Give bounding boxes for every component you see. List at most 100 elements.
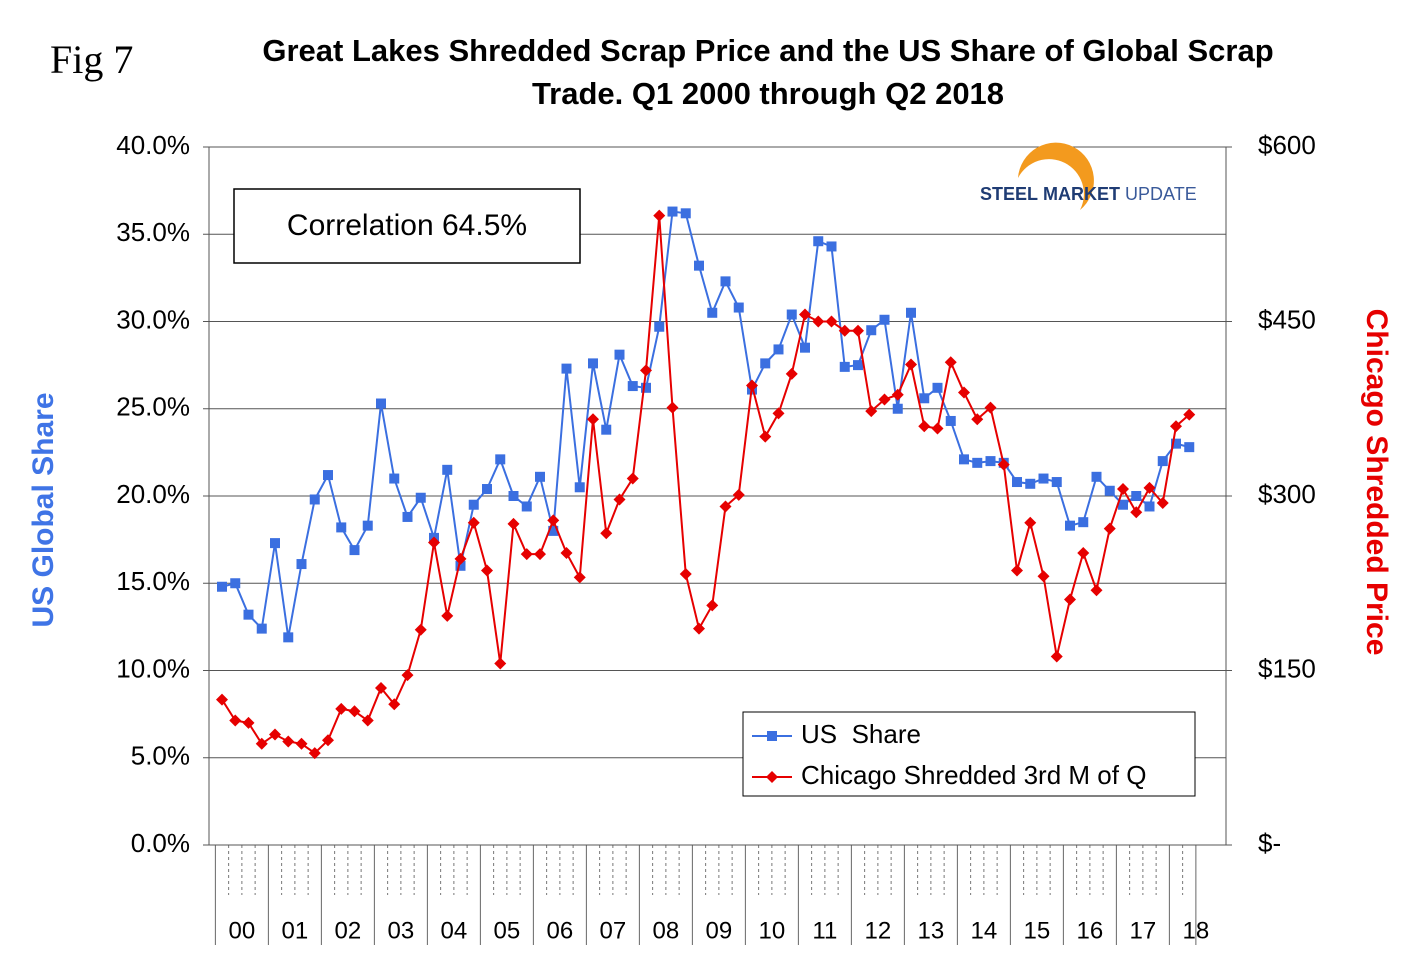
x-tick-label: 03 <box>388 917 415 944</box>
x-tick-label: 06 <box>547 917 574 944</box>
figure-label: Fig 7 <box>50 37 133 82</box>
point <box>866 325 877 336</box>
point <box>838 324 851 337</box>
point <box>640 364 652 377</box>
point <box>627 381 638 392</box>
point <box>879 314 890 325</box>
point <box>732 488 745 501</box>
point <box>388 698 401 711</box>
point <box>1051 477 1062 488</box>
point <box>654 321 665 332</box>
point <box>666 401 679 414</box>
legend-box <box>742 711 1196 797</box>
point <box>825 315 838 328</box>
point <box>865 405 878 418</box>
x-tick-label: 14 <box>971 917 998 944</box>
point <box>1024 516 1037 529</box>
point <box>839 361 850 372</box>
point <box>1117 483 1129 496</box>
point <box>1038 473 1049 484</box>
point <box>1144 501 1155 512</box>
point <box>772 407 785 420</box>
chart-title: Great Lakes Shredded Scrap Price and the… <box>262 33 1273 68</box>
point <box>376 398 386 409</box>
y-tick-label: 20.0% <box>116 479 190 509</box>
point <box>878 393 891 406</box>
point <box>759 430 772 443</box>
point <box>295 737 308 750</box>
y2-tick-label: $300 <box>1258 479 1316 509</box>
annotation: Correlation 64.5% <box>287 209 527 242</box>
point <box>467 516 480 529</box>
point <box>891 388 904 401</box>
point <box>601 424 612 435</box>
y2-tick-label: $- <box>1258 828 1281 858</box>
legend-marker <box>766 771 778 783</box>
point <box>229 714 242 727</box>
point <box>812 315 825 328</box>
y-tick-label: 25.0% <box>116 392 190 422</box>
point <box>495 454 506 465</box>
point <box>707 307 718 318</box>
point <box>574 482 585 493</box>
point <box>242 716 255 729</box>
chart-title: Trade. Q1 2000 through Q2 2018 <box>532 76 1004 111</box>
logo-text: STEEL MARKET UPDATE <box>980 184 1197 204</box>
point <box>521 501 532 512</box>
point <box>853 360 863 371</box>
point <box>1131 491 1142 501</box>
y-tick-label: 15.0% <box>116 566 190 596</box>
point <box>441 609 454 622</box>
point <box>1184 442 1195 453</box>
x-tick-label: 15 <box>1024 917 1051 944</box>
point <box>959 454 969 465</box>
point <box>573 571 586 584</box>
point <box>1091 471 1102 482</box>
point <box>1103 522 1116 535</box>
y-tick-label: 5.0% <box>131 741 190 771</box>
point <box>760 358 771 369</box>
point <box>785 367 798 380</box>
point <box>1130 506 1143 519</box>
point <box>362 520 373 531</box>
point <box>826 241 837 252</box>
point <box>508 491 519 501</box>
y2-tick-label: $450 <box>1258 304 1316 334</box>
point <box>733 302 744 313</box>
point <box>309 494 320 505</box>
legend-marker <box>767 731 777 741</box>
point <box>375 681 387 694</box>
point <box>719 500 732 513</box>
x-tick-label: 13 <box>918 917 945 944</box>
point <box>1170 420 1182 433</box>
point <box>560 547 573 560</box>
point <box>1118 499 1128 510</box>
point <box>230 578 241 589</box>
point <box>600 527 613 540</box>
point <box>945 415 956 426</box>
point <box>216 693 228 706</box>
point <box>971 413 984 426</box>
point <box>799 308 811 321</box>
point <box>720 276 731 287</box>
y-tick-label: 10.0% <box>116 653 190 683</box>
point <box>507 517 520 530</box>
point <box>283 632 294 643</box>
point <box>1011 564 1023 577</box>
legend-label: Chicago Shredded 3rd M of Q <box>801 760 1146 790</box>
point <box>852 324 864 337</box>
point <box>892 403 903 414</box>
point <box>548 525 559 536</box>
point <box>243 609 254 620</box>
point <box>905 358 917 371</box>
point <box>786 309 797 320</box>
x-tick-label: 16 <box>1077 917 1104 944</box>
point <box>813 236 824 247</box>
point <box>984 401 997 414</box>
point <box>641 382 651 393</box>
point <box>1183 408 1196 421</box>
y2-tick-label: $150 <box>1258 653 1316 683</box>
point <box>1037 570 1050 583</box>
point <box>468 499 479 510</box>
point <box>972 457 983 468</box>
